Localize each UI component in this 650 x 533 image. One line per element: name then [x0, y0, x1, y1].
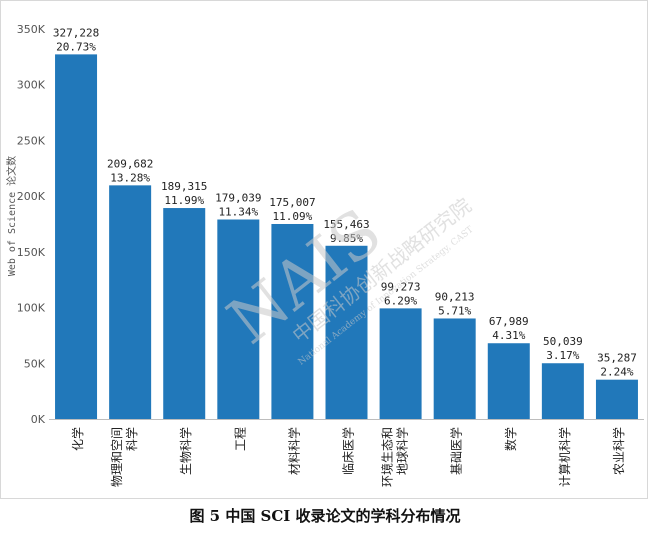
bar-value-label: 155,463 — [323, 218, 369, 231]
x-tick-label: 农业科学 — [611, 427, 626, 475]
x-tick-label-line: 工程 — [232, 427, 247, 451]
y-tick-label: 100K — [17, 302, 46, 315]
bar — [163, 208, 206, 419]
x-tick-label-line: 计算机科学 — [557, 427, 572, 487]
x-tick-label: 数学 — [503, 427, 518, 451]
y-tick-label: 350K — [17, 23, 46, 36]
bar-percent-label: 11.09% — [273, 210, 313, 223]
bar — [487, 343, 530, 419]
bar-chart: 0K 50K 100K 150K 200K 250K 300K 350K 327,22820.… — [5, 23, 644, 487]
x-tick-label: 生物科学 — [178, 427, 193, 475]
bar-value-label: 327,228 — [53, 26, 99, 39]
x-tick-label: 基础医学 — [449, 427, 464, 475]
x-tick-label: 环境生态和 地球科学 — [380, 427, 410, 487]
y-tick-label: 200K — [17, 190, 46, 203]
x-tick-label-line: 临床医学 — [341, 427, 356, 475]
x-tick-label-line: 地球科学 — [395, 427, 410, 475]
bar — [109, 185, 152, 419]
bar-percent-label: 5.71% — [438, 304, 471, 317]
x-tick-label-line: 基础医学 — [449, 427, 464, 475]
bar-percent-label: 13.28% — [110, 171, 150, 184]
y-tick-label: 0K — [31, 413, 46, 426]
bar-value-label: 35,287 — [597, 352, 637, 365]
bar-percent-label: 6.29% — [384, 294, 417, 307]
category-labels: 化学 物理和空间 科学 生物科学 工程 材料科学 临床医学 环境生态和 地球科学 基础医学 数学 计算… — [70, 427, 626, 487]
x-tick-label-line: 数学 — [503, 427, 518, 451]
x-tick-label-line: 化学 — [70, 427, 85, 451]
bar-value-label: 179,039 — [215, 191, 261, 204]
y-tick-label: 150K — [17, 246, 46, 259]
bar-value-label: 99,273 — [381, 280, 421, 293]
bar — [379, 308, 422, 419]
bar-percent-label: 11.34% — [218, 205, 258, 218]
bar-value-label: 50,039 — [543, 335, 583, 348]
x-tick-label: 工程 — [232, 427, 247, 451]
chart-frame: 0K 50K 100K 150K 200K 250K 300K 350K 327,228 20.… — [0, 0, 648, 499]
figure-caption: 图 5 中国 SCI 收录论文的学科分布情况 — [189, 507, 461, 525]
bars — [55, 54, 638, 420]
bar — [595, 379, 638, 419]
bar — [55, 54, 98, 420]
x-tick-label: 物理和空间 科学 — [110, 427, 139, 487]
y-tick-label: 250K — [17, 134, 46, 147]
bar-value-label: 90,213 — [435, 290, 475, 303]
bar-value-label: 175,007 — [269, 196, 315, 209]
y-tick-label: 50K — [24, 357, 46, 370]
y-axis-ticks: 0K 50K 100K 150K 200K 250K 300K 350K — [17, 23, 644, 426]
bar-percent-label: 2.24% — [600, 366, 633, 379]
bar-value-label: 189,315 — [161, 180, 207, 193]
x-tick-label-line: 物理和空间 — [110, 427, 124, 487]
y-tick-label: 300K — [17, 79, 46, 92]
bar — [271, 223, 314, 419]
bar-percent-label: 11.99% — [164, 194, 204, 207]
bar-value-label: 209,682 — [107, 157, 153, 170]
x-tick-label: 材料科学 — [286, 427, 301, 475]
bar — [325, 245, 368, 419]
bar-percent-label: 3.17% — [546, 349, 579, 362]
x-tick-label-line: 农业科学 — [611, 427, 626, 475]
bar-percent-label: 4.31% — [492, 329, 525, 342]
x-tick-label-line: 生物科学 — [178, 427, 193, 475]
x-tick-label: 化学 — [70, 427, 85, 451]
x-tick-label-line: 材料科学 — [286, 427, 301, 475]
y-axis-title: Web of Science 论文数 — [5, 156, 18, 276]
bar — [541, 363, 584, 419]
x-tick-label: 临床医学 — [341, 427, 356, 475]
x-tick-label-line: 科学 — [124, 427, 139, 451]
bar-value-label: 67,989 — [489, 315, 529, 328]
bar-percent-label: 20.73% — [56, 40, 96, 53]
x-tick-label: 计算机科学 — [557, 427, 572, 487]
bar — [217, 219, 260, 419]
bar — [433, 318, 476, 419]
x-tick-label-line: 环境生态和 — [380, 427, 395, 487]
bar-percent-label: 9.85% — [330, 232, 363, 245]
